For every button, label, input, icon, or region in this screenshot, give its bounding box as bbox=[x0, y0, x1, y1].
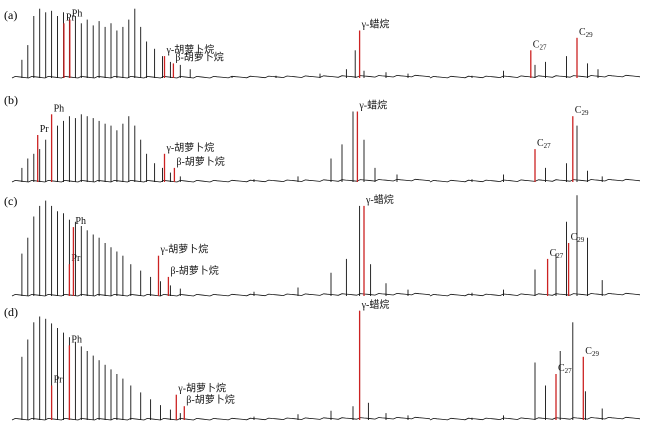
marker-label-subscript: 29 bbox=[586, 31, 594, 39]
panel-label: (c) bbox=[4, 194, 17, 208]
marker-label: Ph bbox=[75, 216, 86, 227]
marker-label: Ph bbox=[72, 9, 83, 20]
marker-label: γ-蜡烷 bbox=[365, 193, 394, 206]
marker-label: Ph bbox=[71, 334, 82, 345]
marker-label: γ-蜡烷 bbox=[361, 18, 390, 31]
marker-label: γ-蜡烷 bbox=[358, 99, 387, 112]
marker-label: C29 bbox=[585, 346, 599, 358]
marker-label-subscript: 27 bbox=[539, 43, 547, 51]
panel-d-label-group: (d) bbox=[4, 305, 18, 319]
marker-label: C27 bbox=[533, 39, 547, 51]
marker-label-subscript: 27 bbox=[556, 252, 564, 260]
marker-label: Ph bbox=[54, 103, 65, 114]
marker-label-subscript: 29 bbox=[592, 350, 600, 358]
baseline-trace bbox=[209, 292, 431, 297]
marker-label: C27 bbox=[550, 248, 564, 260]
marker-label: β-胡萝卜烷 bbox=[170, 264, 218, 277]
panel-c-label-group: (c) bbox=[4, 194, 17, 208]
marker-label: C29 bbox=[571, 232, 585, 244]
marker-label: γ-胡萝卜烷 bbox=[177, 382, 226, 395]
trace-segment: Pr Ph γ-胡萝卜烷 β-胡萝卜烷 bbox=[11, 200, 219, 297]
marker-label: γ-胡萝卜烷 bbox=[166, 141, 215, 154]
panel-label: (a) bbox=[4, 8, 17, 22]
marker-label-subscript: 27 bbox=[565, 367, 573, 375]
marker-label: γ-胡萝卜烷 bbox=[160, 243, 209, 256]
baseline-trace bbox=[209, 178, 431, 183]
marker-label-subscript: 29 bbox=[577, 236, 585, 244]
trace-segment: C27 C29 bbox=[429, 27, 641, 79]
marker-label: Pr bbox=[40, 124, 50, 135]
trace-segment: C27 C29 bbox=[429, 105, 641, 183]
panel-a-label-group: (a) bbox=[4, 8, 17, 22]
panel-label: (d) bbox=[4, 305, 18, 319]
marker-label: C27 bbox=[537, 138, 551, 150]
marker-label: β-胡萝卜烷 bbox=[175, 50, 223, 63]
trace-segment: γ-蜡烷 bbox=[209, 18, 431, 79]
marker-label-subscript: 29 bbox=[581, 109, 589, 117]
trace-segment: γ-蜡烷 bbox=[209, 298, 431, 421]
baseline-trace bbox=[209, 416, 431, 421]
marker-label: Pr bbox=[71, 253, 81, 264]
marker-label: C29 bbox=[579, 27, 593, 39]
marker-label: β-胡萝卜烷 bbox=[186, 393, 234, 406]
panel-c: Pr Ph γ-胡萝卜烷 β-胡萝卜烷 γ-蜡烷 C27 C29 bbox=[11, 193, 641, 297]
trace-segment: C27 C29 bbox=[429, 322, 641, 421]
chromatogram-traces: PrPhγ-胡萝卜烷β-胡萝卜烷γ-蜡烷C27C29PrPhγ-胡萝卜烷β-胡萝… bbox=[11, 9, 641, 421]
trace-segment: γ-蜡烷 bbox=[209, 99, 431, 183]
trace-segment: C27 C29 bbox=[429, 195, 641, 297]
trace-segment: γ-蜡烷 bbox=[209, 193, 431, 297]
marker-label: Pr bbox=[66, 12, 76, 23]
marker-label: C29 bbox=[575, 105, 589, 117]
marker-label: γ-蜡烷 bbox=[361, 298, 390, 311]
marker-label: Pr bbox=[54, 375, 64, 386]
marker-label: β-胡萝卜烷 bbox=[176, 155, 224, 168]
panel-b-label-group: (b) bbox=[4, 93, 18, 107]
marker-label-subscript: 27 bbox=[544, 142, 552, 150]
marker-label: C27 bbox=[558, 363, 572, 375]
marker-label: γ-胡萝卜烷 bbox=[166, 43, 215, 56]
panel-label: (b) bbox=[4, 93, 18, 107]
